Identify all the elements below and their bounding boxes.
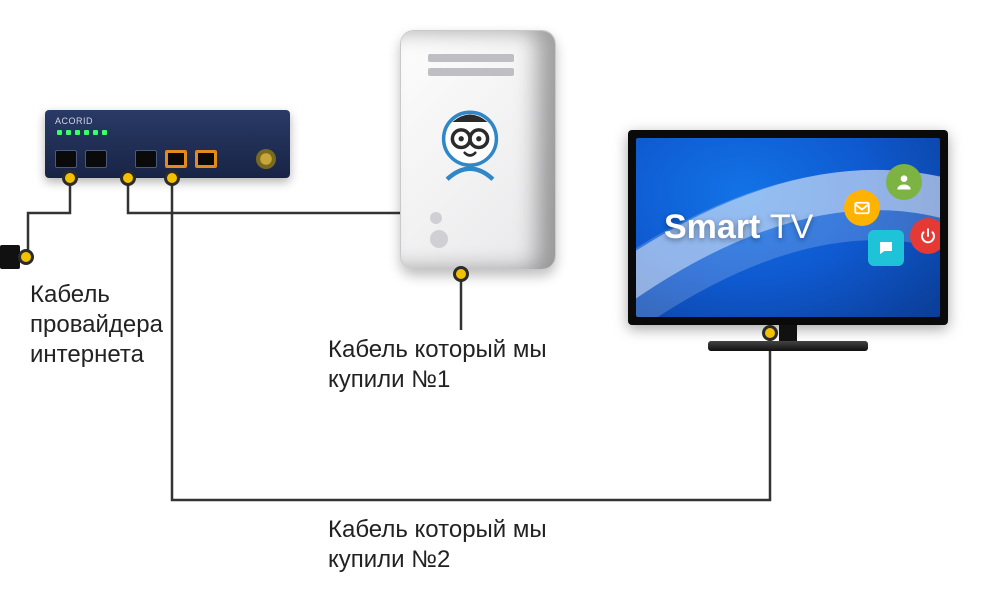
- switch-led: [93, 130, 98, 135]
- tv-screen: Smart TV: [636, 138, 940, 317]
- tv-app-icon-chat: [868, 230, 904, 266]
- tv-app-icon-mail: [844, 190, 880, 226]
- pc-tower: [400, 30, 556, 270]
- network-switch: ACORID: [45, 110, 290, 178]
- label-provider-cable: Кабель провайдера интернета: [30, 280, 163, 370]
- connection-dot-pc-dot: [453, 266, 469, 282]
- pc-drive-bay: [428, 68, 514, 76]
- switch-port-4: [165, 150, 187, 168]
- switch-port-uplink: [256, 149, 276, 169]
- switch-led: [84, 130, 89, 135]
- switch-port-3: [135, 150, 157, 168]
- tv-stand: [708, 341, 868, 351]
- switch-led: [75, 130, 80, 135]
- switch-led: [66, 130, 71, 135]
- pc-drive-bay: [428, 54, 514, 62]
- pc-face-icon: [426, 100, 514, 188]
- pc-front-button: [430, 230, 448, 248]
- connection-dot-tv-dot: [762, 325, 778, 341]
- switch-led: [57, 130, 62, 135]
- switch-port-2: [85, 150, 107, 168]
- switch-brand-label: ACORID: [55, 116, 93, 126]
- smart-tv: Smart TV: [628, 130, 948, 365]
- label-cable-1: Кабель который мы купили №1: [328, 335, 547, 395]
- connection-dot-entry-dot: [18, 249, 34, 265]
- tv-title: Smart TV: [664, 208, 813, 247]
- provider-cable-entry: [0, 245, 20, 269]
- pc-front-button: [430, 212, 442, 224]
- switch-led: [102, 130, 107, 135]
- switch-port-1: [55, 150, 77, 168]
- tv-app-icon-power: [910, 218, 940, 254]
- connection-dot-router-port3: [120, 170, 136, 186]
- tv-app-icon-person: [886, 164, 922, 200]
- connection-dot-router-port1: [62, 170, 78, 186]
- switch-port-5: [195, 150, 217, 168]
- label-cable-2: Кабель который мы купили №2: [328, 515, 547, 575]
- connection-dot-router-port4: [164, 170, 180, 186]
